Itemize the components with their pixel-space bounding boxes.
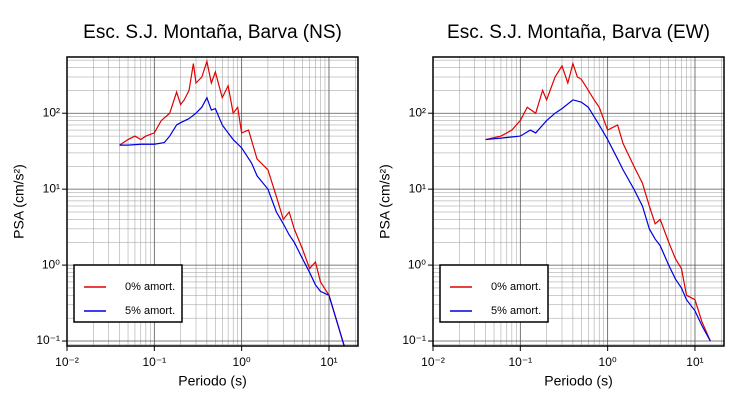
legend-label: 5% amort. <box>491 305 541 317</box>
y-tick-label: 10⁰ <box>408 257 426 271</box>
x-tick-label: 10⁰ <box>599 355 617 369</box>
x-tick-label: 10⁻² <box>55 355 79 369</box>
x-tick-label: 10⁰ <box>233 355 251 369</box>
x-tick-label: 10⁻¹ <box>508 355 532 369</box>
plot-frame <box>432 56 725 347</box>
legend-box <box>439 264 549 323</box>
x-axis-label: Periodo (s) <box>178 373 246 389</box>
legend-label: 5% amort. <box>125 305 175 317</box>
x-tick-label: 10⁻¹ <box>142 355 166 369</box>
chart-title: Esc. S.J. Montaña, Barva (EW) <box>447 22 710 43</box>
chart-title: Esc. S.J. Montaña, Barva (NS) <box>83 22 342 43</box>
y-tick-label: 10² <box>409 105 426 119</box>
y-axis-label: PSA (cm/s²) <box>377 164 393 239</box>
x-axis-label: Periodo (s) <box>544 373 612 389</box>
data-line <box>119 59 345 347</box>
y-tick-label: 10¹ <box>409 181 426 195</box>
legend-box <box>73 264 183 323</box>
y-tick-label: 10⁰ <box>42 257 60 271</box>
y-tick-label: 10² <box>43 105 60 119</box>
y-tick-label: 10¹ <box>43 181 60 195</box>
x-tick-label: 10¹ <box>686 355 703 369</box>
plot-frame <box>66 56 359 347</box>
data-line <box>485 61 711 342</box>
data-line <box>485 99 711 342</box>
legend-label: 0% amort. <box>125 281 175 293</box>
legend-label: 0% amort. <box>491 281 541 293</box>
x-tick-label: 10⁻² <box>421 355 445 369</box>
y-tick-label: 10⁻¹ <box>36 333 60 347</box>
data-line <box>119 96 345 347</box>
y-tick-label: 10⁻¹ <box>402 333 426 347</box>
x-tick-label: 10¹ <box>320 355 337 369</box>
y-axis-label: PSA (cm/s²) <box>11 164 27 239</box>
